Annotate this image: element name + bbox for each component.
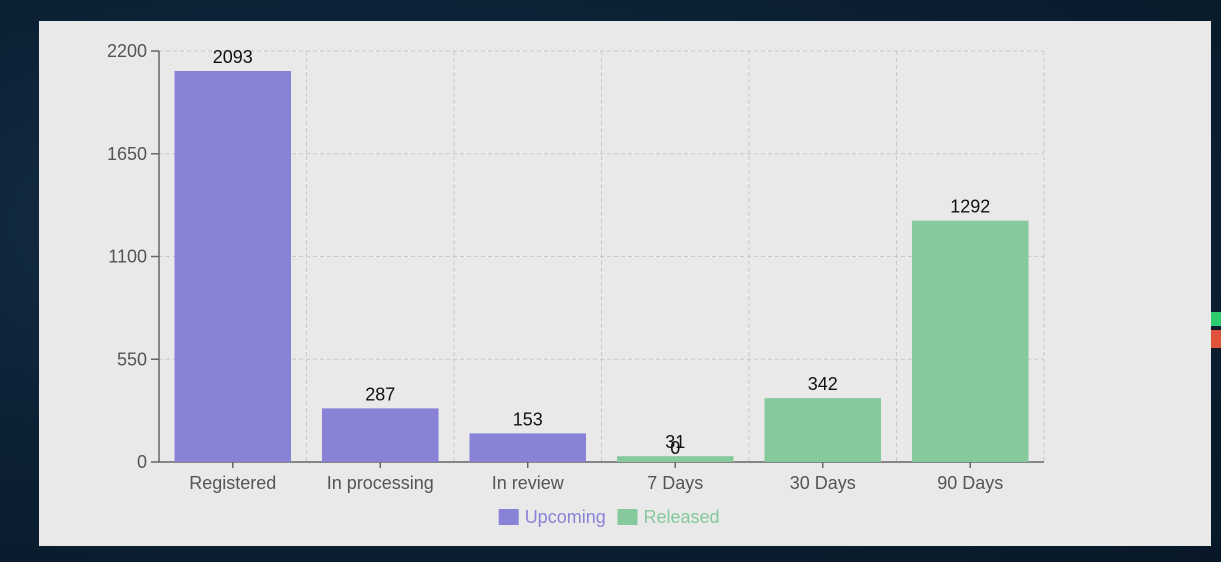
legend-label-upcoming: Upcoming <box>525 507 606 527</box>
legend-swatch-upcoming <box>498 509 519 525</box>
x-tick-label: 90 Days <box>937 473 1003 493</box>
y-tick-label: 0 <box>137 452 147 472</box>
bar-released <box>616 456 734 462</box>
legend-swatch-released <box>617 509 638 525</box>
x-tick-label: Registered <box>189 473 276 493</box>
chart-panel: 0 550 1100 1650 2200 2093 Registered 287 In proc… <box>39 21 1211 546</box>
x-tick-label: 7 Days <box>647 473 703 493</box>
bar-value-label: 342 <box>808 374 838 394</box>
bar-value-label: 153 <box>513 409 543 429</box>
y-tick-label: 1650 <box>107 144 147 164</box>
y-tick-label: 550 <box>117 349 147 369</box>
bar-chart: 0 550 1100 1650 2200 2093 Registered 287 In proc… <box>107 41 1045 527</box>
y-tick-label: 1100 <box>108 247 147 267</box>
x-tick-label: 30 Days <box>790 473 856 493</box>
bar-value-label: 1292 <box>950 197 990 217</box>
legend-label-released: Released <box>644 507 720 527</box>
x-tick-label: In processing <box>327 473 434 493</box>
bar-value-label: 0 <box>670 438 680 458</box>
bar-upcoming <box>321 408 439 462</box>
bar-value-label: 31 <box>665 432 685 452</box>
bar-released <box>911 220 1029 462</box>
y-tick-label: 2200 <box>107 41 147 61</box>
bar-upcoming <box>174 70 292 462</box>
bar-released <box>764 398 882 462</box>
bar-value-label: 2093 <box>213 47 253 67</box>
background-streak-red <box>1211 330 1221 348</box>
background-streak-green <box>1211 312 1221 326</box>
x-tick-label: In review <box>492 473 565 493</box>
bar-value-label: 287 <box>365 384 395 404</box>
bar-upcoming <box>469 433 587 462</box>
